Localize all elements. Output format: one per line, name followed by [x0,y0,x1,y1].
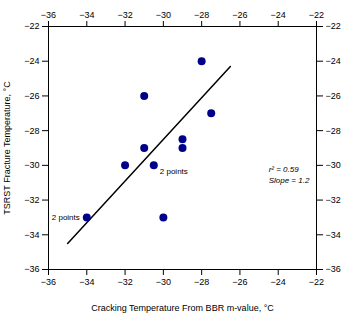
svg-text:−36: −36 [41,277,56,287]
svg-text:−30: −30 [24,160,39,170]
svg-text:−24: −24 [326,56,341,66]
svg-text:−32: −32 [326,195,341,205]
svg-text:−22: −22 [326,21,341,31]
svg-text:−32: −32 [24,195,39,205]
svg-text:−34: −34 [326,230,341,240]
svg-text:−22: −22 [24,21,39,31]
svg-text:r² = 0.59Slope = 1.2: r² = 0.59Slope = 1.2 [269,165,310,185]
svg-text:−26: −26 [232,10,247,20]
svg-text:−32: −32 [117,277,132,287]
svg-text:−26: −26 [326,91,341,101]
svg-text:−36: −36 [326,264,341,274]
svg-text:−28: −28 [194,10,209,20]
svg-text:2 points: 2 points [160,167,188,176]
svg-text:−30: −30 [156,277,171,287]
svg-text:−30: −30 [156,10,171,20]
svg-text:−24: −24 [271,277,286,287]
svg-text:−34: −34 [79,10,94,20]
svg-text:−26: −26 [24,91,39,101]
svg-text:−28: −28 [326,126,341,136]
svg-text:TSRST Fracture Temperature, °C: TSRST Fracture Temperature, °C [2,81,12,215]
svg-text:−36: −36 [41,10,56,20]
svg-text:−22: −22 [309,277,324,287]
svg-text:−32: −32 [117,10,132,20]
svg-text:−28: −28 [24,126,39,136]
svg-text:Cracking Temperature From BBR: Cracking Temperature From BBR m-value, °… [91,303,274,313]
svg-text:−30: −30 [326,160,341,170]
svg-text:−22: −22 [309,10,324,20]
svg-text:−24: −24 [24,56,39,66]
svg-text:−24: −24 [271,10,286,20]
svg-text:2 points: 2 points [52,213,80,222]
svg-text:−26: −26 [232,277,247,287]
svg-text:−28: −28 [194,277,209,287]
svg-text:−36: −36 [24,264,39,274]
svg-text:−34: −34 [24,230,39,240]
svg-text:−34: −34 [79,277,94,287]
